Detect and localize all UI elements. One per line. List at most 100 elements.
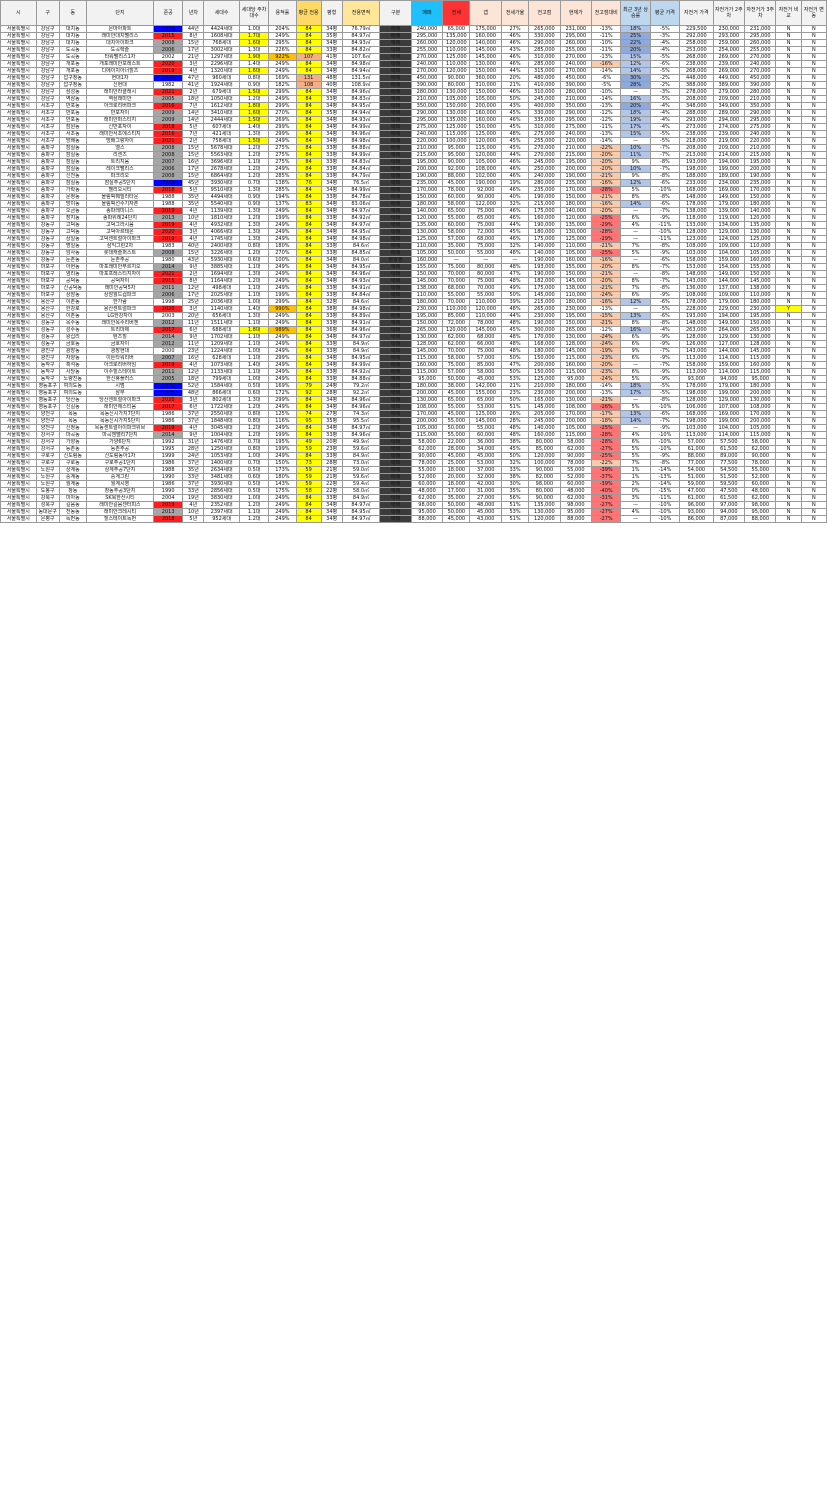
week3-cell[interactable]: 275,000 (744, 123, 777, 131)
exclusive-area-cell[interactable]: 84.97㎡ (341, 515, 381, 523)
age-cell[interactable]: 4년 (182, 221, 205, 229)
parking-cell[interactable]: 1.1대 (238, 354, 270, 362)
town-cell[interactable]: 신길동 (58, 403, 87, 411)
current-price-cell[interactable]: 115,000 (559, 431, 593, 439)
town-cell[interactable]: 왕십리 (58, 333, 87, 341)
built-year-cell[interactable]: 1982 (152, 81, 184, 89)
jeonse-price-cell[interactable]: 25,000 (442, 459, 471, 467)
city-cell[interactable]: 서울특별시 (0, 508, 37, 516)
district-cell[interactable]: 광진구 (35, 347, 60, 355)
avg-cell[interactable]: -14% (649, 480, 681, 488)
current-price-cell[interactable]: 105,000 (559, 424, 593, 432)
units-cell[interactable]: 607세대 (203, 123, 240, 131)
jeonse-ratio-cell[interactable]: 48% (500, 130, 530, 138)
rise-cell[interactable]: — (620, 515, 651, 523)
table-row[interactable]: 서울특별시 강서구 가양동 가양6단지 1992 31년 1476세대 0.7대 195% 49 2… (0, 438, 827, 446)
town-cell[interactable]: 대치동 (58, 39, 87, 47)
rise-cell[interactable]: 10% (620, 144, 651, 152)
jeonse-price-cell[interactable]: 120,000 (442, 326, 471, 334)
units-cell[interactable]: 1209세대 (203, 340, 240, 348)
jeonse-price-cell[interactable]: 130,000 (442, 88, 471, 96)
city-cell[interactable]: 서울특별시 (0, 249, 37, 257)
exclusive-area-cell[interactable]: 84.88㎡ (341, 375, 381, 383)
units-cell[interactable]: 2856세대 (203, 487, 240, 495)
deal-type-cell[interactable]: 매매 (379, 361, 412, 369)
age-cell[interactable]: 40년 (182, 242, 205, 250)
gap-cell[interactable]: 105,000 (469, 95, 502, 103)
rise-cell[interactable]: 6% (620, 368, 651, 376)
far-cell[interactable]: 249% (268, 347, 297, 355)
table-row[interactable]: 서울특별시 강서구 마곡동 마곡엠밸리7단지 2014 9년 1004세대 1.2대 199% 8… (0, 431, 827, 439)
far-cell[interactable]: 249% (268, 515, 297, 523)
city-cell[interactable]: 서울특별시 (0, 32, 37, 40)
change-cell[interactable]: N (800, 368, 827, 376)
jeonse-ratio-cell[interactable]: — (500, 256, 530, 264)
age-cell[interactable]: 17년 (182, 291, 205, 299)
week2-cell[interactable]: 239,000 (712, 130, 746, 138)
city-cell[interactable]: 서울특별시 (0, 137, 37, 145)
vs-high-cell[interactable]: -39% (591, 480, 622, 488)
avg-cell[interactable]: -6% (649, 200, 681, 208)
week2-cell[interactable]: 129,000 (712, 228, 746, 236)
built-year-cell[interactable]: 2019 (152, 235, 184, 243)
current-price-cell[interactable]: 55,000 (559, 466, 593, 474)
town-cell[interactable]: 압구정동 (58, 81, 87, 89)
pyeong-cell[interactable]: 33평 (320, 340, 343, 348)
week2-cell[interactable]: 139,000 (712, 207, 746, 215)
sale-price-cell[interactable]: 55,000 (410, 466, 444, 474)
compare-cell[interactable]: N (775, 417, 802, 425)
town-cell[interactable]: 금호동 (58, 340, 87, 348)
jeonse-ratio-cell[interactable]: 30% (500, 480, 530, 488)
jeonse-price-cell[interactable]: 20,000 (442, 473, 471, 481)
column-header[interactable]: 전고점대비 (591, 0, 622, 26)
deal-type-cell[interactable]: 매매 (379, 144, 412, 152)
current-price-cell[interactable]: 120,000 (559, 214, 593, 222)
district-cell[interactable]: 영등포구 (35, 389, 60, 397)
far-cell[interactable]: 226% (268, 46, 297, 54)
complex-name-cell[interactable]: 레이크팰리스 (85, 165, 155, 173)
far-cell[interactable]: 249% (268, 424, 297, 432)
units-cell[interactable]: 421세대 (203, 130, 240, 138)
week2-cell[interactable]: 104,000 (712, 249, 746, 257)
previous-high-cell[interactable]: 82,000 (528, 473, 561, 481)
bike-price-cell[interactable]: 96,000 (679, 501, 714, 509)
table-row[interactable]: 서울특별시 강동구 상일동 고덕센트럴아이파크 2019 4년 1745세대 1.3대 249%… (0, 235, 827, 243)
avg-cell[interactable]: -2% (649, 74, 681, 82)
exclusive-area-cell[interactable]: 107.6㎡ (341, 53, 381, 61)
district-cell[interactable]: 강동구 (35, 228, 60, 236)
city-cell[interactable]: 서울특별시 (0, 445, 37, 453)
avg-cell[interactable]: -5% (649, 137, 681, 145)
table-row[interactable]: 서울특별시 성북구 길음동 래미안길음센터피스 2019 4년 2352세대 1.2대 249%… (0, 501, 827, 509)
previous-high-cell[interactable]: 175,000 (528, 235, 561, 243)
exclusive-area-cell[interactable]: 84.6㎡ (341, 298, 381, 306)
compare-cell[interactable]: N (775, 263, 802, 271)
table-row[interactable]: 서울특별시 용산구 한강로 용산센트럴파크 2020 3년 1140세대 1.4대 990% 84… (0, 305, 827, 313)
column-header[interactable]: 자전거가 2주차 (712, 0, 746, 26)
column-header[interactable]: 전고점 (528, 0, 561, 26)
avg-cell[interactable]: -10% (649, 445, 681, 453)
city-cell[interactable]: 서울특별시 (0, 130, 37, 138)
week3-cell[interactable]: 140,000 (744, 207, 777, 215)
deal-type-cell[interactable]: 매매 (379, 46, 412, 54)
area-cell[interactable]: 49 (295, 438, 322, 446)
previous-high-cell[interactable]: 215,000 (528, 200, 561, 208)
city-cell[interactable]: 서울특별시 (0, 494, 37, 502)
pyeong-cell[interactable]: 34평 (320, 501, 343, 509)
rise-cell[interactable]: 6% (620, 340, 651, 348)
change-cell[interactable]: N (800, 116, 827, 124)
deal-type-cell[interactable]: 매매 (379, 459, 412, 467)
vs-high-cell[interactable]: -20% (591, 158, 622, 166)
current-price-cell[interactable]: 180,000 (559, 298, 593, 306)
complex-name-cell[interactable]: 은마아파트 (85, 25, 155, 33)
week3-cell[interactable]: 88,000 (744, 515, 777, 523)
previous-high-cell[interactable]: 265,000 (528, 305, 561, 313)
week3-cell[interactable]: 200,000 (744, 165, 777, 173)
pyeong-cell[interactable]: 33평 (320, 172, 343, 180)
built-year-cell[interactable]: 2020 (152, 60, 184, 68)
week3-cell[interactable]: 62,000 (744, 445, 777, 453)
exclusive-area-cell[interactable]: 84.82㎡ (341, 46, 381, 54)
district-cell[interactable]: 강동구 (35, 249, 60, 257)
previous-high-cell[interactable]: 193,000 (528, 263, 561, 271)
age-cell[interactable]: 37년 (182, 480, 205, 488)
gap-cell[interactable]: 105,000 (469, 158, 502, 166)
